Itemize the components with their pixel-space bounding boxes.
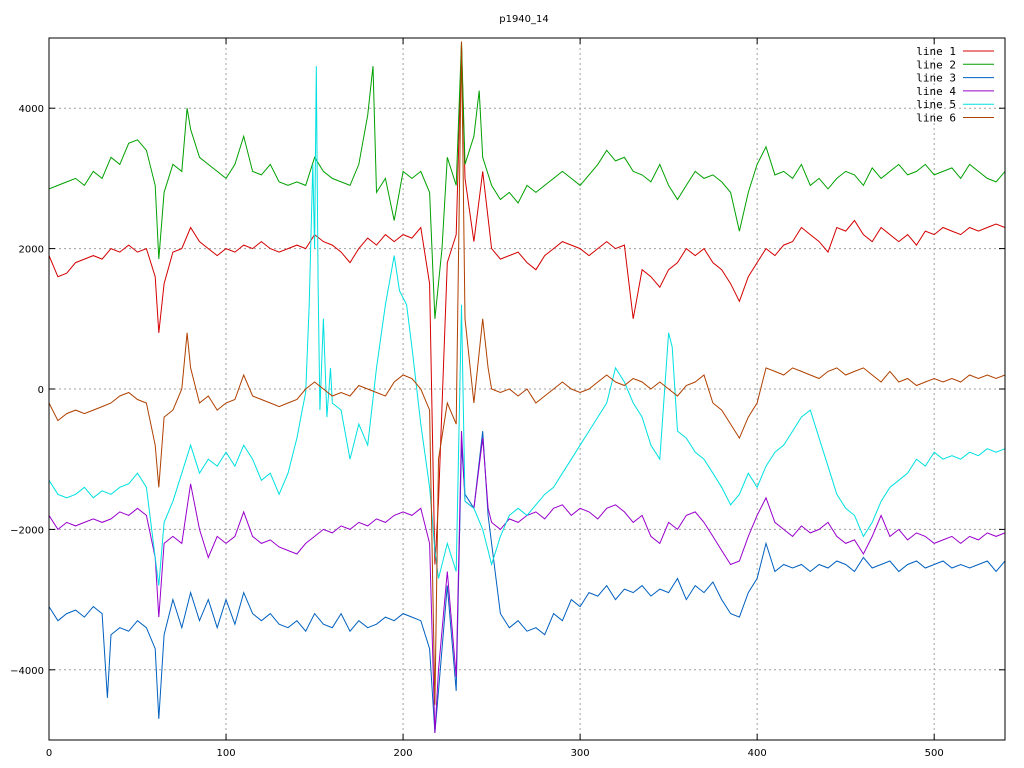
series-line-3 [49,431,1005,734]
y-tick-label-1: −2000 [10,525,44,536]
chart-title: p1940_14 [499,14,549,25]
x-tick-label-5: 500 [925,748,944,759]
x-tick-label-2: 200 [394,748,413,759]
x-tick-label-4: 400 [748,748,767,759]
series-line-4 [49,431,1005,734]
x-tick-label-3: 300 [571,748,590,759]
y-tick-label-2: 0 [38,385,44,396]
x-tick-label-1: 100 [216,748,235,759]
legend-label-6: line 6 [916,112,956,125]
y-tick-label-0: −4000 [10,666,44,677]
series-line-5 [49,66,1005,586]
series-line-1 [49,44,1005,565]
x-tick-label-0: 0 [46,748,52,759]
series-line-2 [49,41,1005,319]
grid [49,38,1005,740]
legend-label-2: line 2 [916,58,956,71]
y-tick-label-3: 2000 [19,245,44,256]
legend-label-1: line 1 [916,45,956,58]
y-tick-label-4: 4000 [19,104,44,115]
series-line-6 [49,41,1005,705]
legend-label-5: line 5 [916,98,956,111]
legend-label-3: line 3 [916,72,956,85]
legend-label-4: line 4 [916,85,956,98]
axis-ticks: 0 100 200 300 400 500 −4000 −2000 0 2000 4000 [10,38,1005,759]
series-layer [49,41,1005,734]
